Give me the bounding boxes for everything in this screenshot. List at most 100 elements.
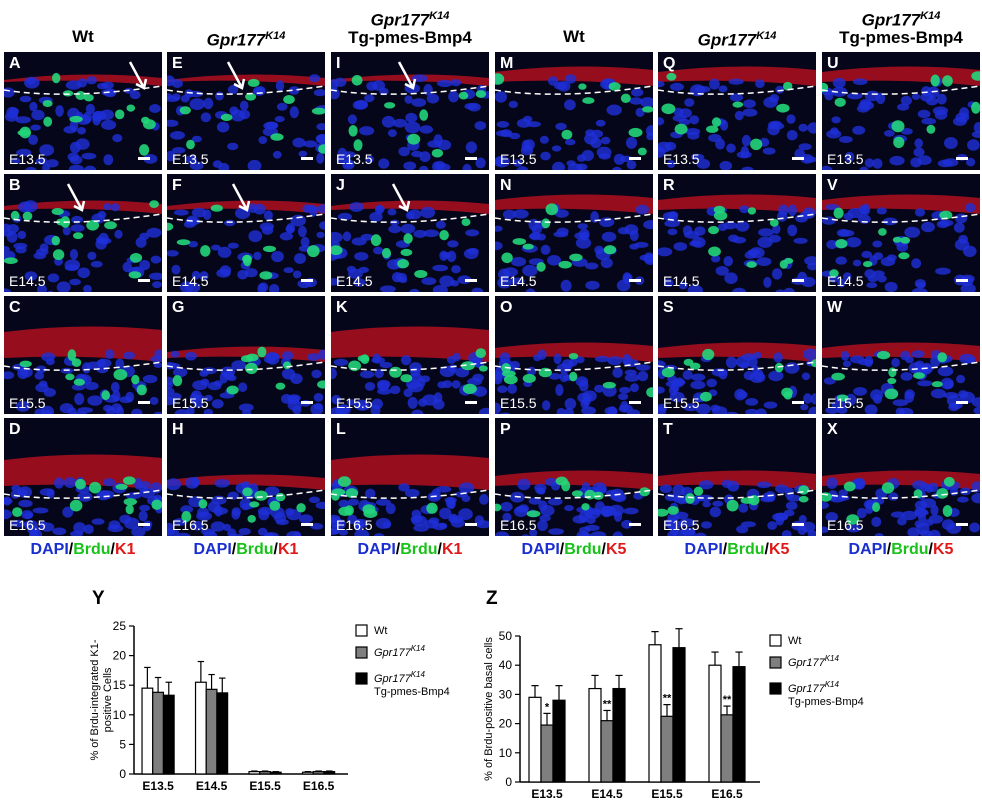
micrograph-image — [167, 52, 325, 170]
stain-brdu: Brdu — [891, 541, 929, 558]
stain-dapi: DAPI — [30, 541, 69, 558]
scale-bar — [138, 401, 150, 404]
stain-brdu: Brdu — [400, 541, 438, 558]
x-tick-label: E14.5 — [196, 779, 228, 793]
micrograph-image — [495, 52, 653, 170]
scale-bar — [629, 401, 641, 404]
stage-label: E15.5 — [9, 395, 46, 411]
y-tick-label: 5 — [119, 737, 126, 751]
stage-label: E14.5 — [172, 273, 209, 289]
stage-label: E15.5 — [336, 395, 373, 411]
x-tick-label: E16.5 — [303, 779, 335, 793]
stain-brdu: Brdu — [564, 541, 602, 558]
y-tick-label: 0 — [505, 775, 512, 789]
stain-separator: / — [722, 541, 728, 558]
bar — [205, 688, 218, 775]
panel-label: P — [500, 421, 511, 438]
scale-bar — [792, 279, 804, 282]
legend-swatch — [769, 682, 782, 695]
stain-marker: K5 — [606, 541, 627, 558]
panel-label: T — [663, 421, 673, 438]
stain-legend: DAPI/Brdu/K1 — [4, 541, 162, 559]
stain-separator: / — [110, 541, 115, 558]
panel-label: M — [500, 55, 514, 72]
legend-entry: Wt — [788, 635, 801, 647]
y-tick-label: 30 — [499, 687, 513, 701]
stage-label: E15.5 — [500, 395, 537, 411]
stain-legend: DAPI/Brdu/K5 — [658, 541, 816, 559]
y-axis-label: % of Brdu-integrated K1- — [89, 639, 101, 760]
micrograph-panel: F E14.5 — [167, 174, 325, 292]
stain-dapi: DAPI — [193, 541, 232, 558]
legend-swatch — [355, 624, 368, 637]
stage-label: E13.5 — [9, 151, 46, 167]
bar — [248, 771, 261, 775]
stain-marker: K1 — [442, 541, 463, 558]
bar — [732, 666, 746, 783]
bar — [600, 720, 614, 783]
bar — [612, 687, 626, 783]
y-axis-label: % of Brdu-positive basal cells — [483, 637, 495, 781]
stain-separator: / — [437, 541, 442, 558]
bar — [301, 771, 314, 775]
stage-label: E13.5 — [500, 151, 537, 167]
micrograph-image — [331, 296, 489, 414]
scale-bar — [956, 401, 968, 404]
gene-allele-text: K14 — [265, 30, 286, 42]
panel-label: U — [827, 55, 839, 72]
y-tick-label: 40 — [499, 658, 513, 672]
stage-label: E16.5 — [663, 517, 700, 533]
column-header: Wt — [4, 28, 162, 45]
legend-swatch — [355, 646, 368, 659]
micrograph-panel: M E13.5 — [495, 52, 653, 170]
stage-label: E14.5 — [500, 273, 537, 289]
bar — [152, 691, 165, 775]
y-tick-label: 0 — [119, 767, 126, 781]
panel-label: A — [9, 55, 21, 72]
bar — [141, 687, 154, 775]
scale-bar — [956, 157, 968, 160]
micrograph-image — [167, 296, 325, 414]
panel-label: J — [336, 177, 345, 194]
micrograph-image — [822, 296, 980, 414]
micrograph-panel: T E16.5 — [658, 418, 816, 536]
bar-chart: 0 10 20 30 40 50 % of Brdu-positive basal cell… — [483, 628, 864, 800]
scale-bar — [301, 401, 313, 404]
legend-entry: Gpr177K14 — [788, 654, 839, 669]
stain-legend: DAPI/Brdu/K1 — [167, 541, 325, 559]
micrograph-image — [822, 418, 980, 536]
stain-separator: / — [764, 541, 769, 558]
stage-label: E15.5 — [172, 395, 209, 411]
y-tick-label: 50 — [499, 629, 513, 643]
micrograph-image — [495, 296, 653, 414]
legend-swatch — [769, 634, 782, 647]
gene-allele-text: K14 — [756, 30, 777, 42]
legend-entry-line2: Tg-pmes-Bmp4 — [374, 686, 450, 698]
micrograph-panel: Q E13.5 — [658, 52, 816, 170]
micrograph-image — [4, 418, 162, 536]
gene-allele: K14 — [756, 30, 776, 42]
y-tick-label: 10 — [113, 708, 127, 722]
stage-label: E14.5 — [336, 273, 373, 289]
bar — [194, 681, 207, 775]
stage-label: E13.5 — [827, 151, 864, 167]
arrow-icon — [128, 61, 148, 90]
micrograph-panel: N E14.5 — [495, 174, 653, 292]
micrograph-panel: K E15.5 — [331, 296, 489, 414]
bar — [708, 664, 722, 783]
bar — [552, 699, 566, 783]
stage-label: E16.5 — [336, 517, 373, 533]
stage-label: E16.5 — [9, 517, 46, 533]
panel-label: C — [9, 299, 21, 316]
column-header: Gpr177K14 — [658, 28, 816, 49]
micrograph-image — [167, 418, 325, 536]
stain-separator: / — [68, 541, 74, 558]
significance-marker: ** — [603, 698, 612, 710]
stage-label: E16.5 — [172, 517, 209, 533]
stain-marker: K5 — [933, 541, 954, 558]
micrograph-panel: D E16.5 — [4, 418, 162, 536]
micrograph-panel: W E15.5 — [822, 296, 980, 414]
arrow-icon — [391, 183, 411, 212]
transgene-label: Tg-pmes-Bmp4 — [839, 27, 963, 47]
bar — [540, 724, 554, 783]
